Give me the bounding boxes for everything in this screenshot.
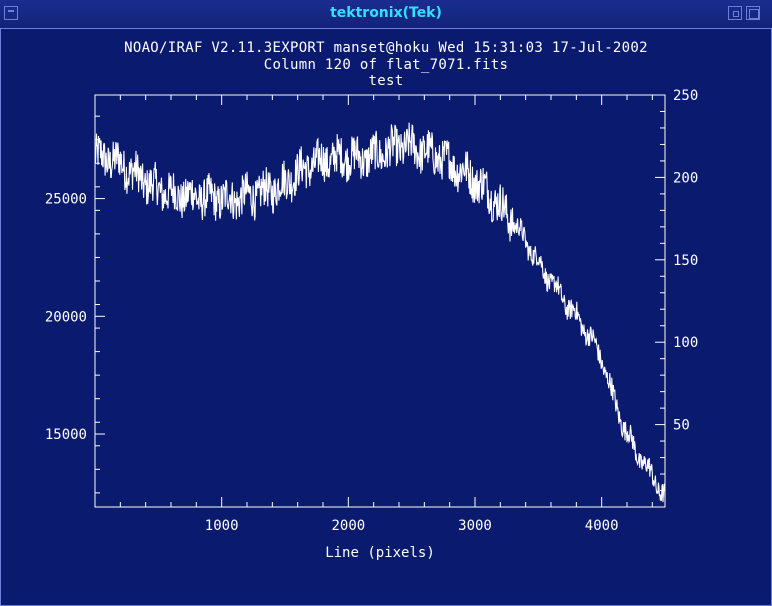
x-tick-label: 4000 [585,518,619,534]
window-titlebar[interactable]: tektronix(Tek) [0,0,772,29]
y-right-tick-label: 150 [673,253,698,269]
plot-frame [94,94,666,508]
window-menu-button[interactable] [4,6,18,20]
x-tick-label: 3000 [458,518,492,534]
maximize-button[interactable] [746,6,760,20]
y-right-tick-label: 100 [673,335,698,351]
y-tick-label: 15000 [45,427,87,443]
window-title: tektronix(Tek) [330,5,442,21]
y-right-tick-label: 50 [673,418,690,434]
y-tick-label: 25000 [45,192,87,208]
minimize-button[interactable] [728,6,742,20]
x-tick-label: 2000 [331,518,365,534]
y-right-tick-label: 200 [673,170,698,186]
plot-header-line-3: test [368,73,404,89]
x-tick-label: 1000 [205,518,239,534]
plot-header-line-1: NOAO/IRAF V2.11.3EXPORT manset@hoku Wed … [124,40,648,56]
y-right-tick-label: 250 [673,88,698,104]
x-axis-label: Line (pixels) [325,545,435,561]
plot-header-line-2: Column 120 of flat_7071.fits [263,57,509,73]
y-tick-label: 20000 [45,309,87,325]
data-line [94,122,666,503]
